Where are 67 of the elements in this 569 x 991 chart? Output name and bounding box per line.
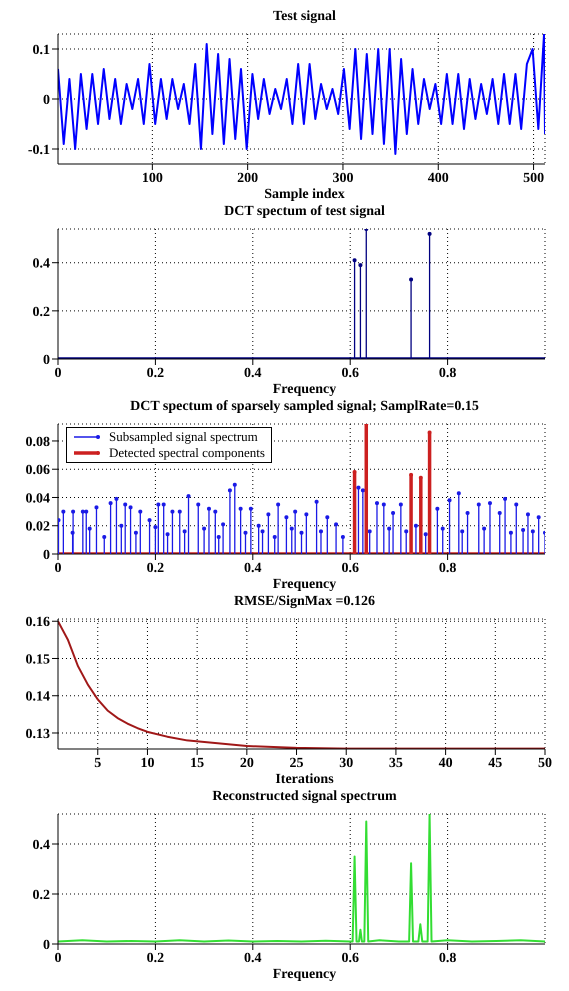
x-tick-label: 0.2	[146, 560, 164, 576]
x-tick-label: 50	[538, 756, 552, 771]
y-tick-label: -0.1	[28, 142, 50, 158]
x-tick-label: 30	[339, 756, 354, 771]
y-tick-label: 0	[43, 352, 50, 368]
x-tick-label: 35	[388, 756, 403, 771]
x-tick-label: 45	[488, 756, 502, 771]
x-tick-label: 200	[237, 170, 258, 186]
x-tick-label: 500	[523, 170, 544, 186]
y-tick-label: 0.08	[26, 434, 50, 450]
x-tick-label: 0	[54, 366, 62, 381]
chart-title: DCT spectum of sparsely sampled signal; SamplRate=0.15	[129, 398, 480, 416]
y-tick-label: 0.2	[32, 304, 50, 320]
x-tick-label: 40	[438, 756, 453, 771]
x-tick-label: 400	[428, 170, 449, 186]
x-axis-title: Frequency	[272, 381, 338, 398]
x-axis-title: Frequency	[272, 966, 338, 983]
x-tick-label: 0.6	[341, 950, 359, 966]
legend-label: Subsampled signal spectrum	[109, 429, 258, 445]
x-tick-label: 25	[290, 756, 304, 771]
y-tick-label: 0.1	[32, 42, 50, 58]
point	[418, 476, 423, 480]
y-tick-label: 0	[43, 938, 50, 953]
chart-title: Test signal	[272, 8, 337, 26]
x-tick-label: 0.6	[341, 366, 359, 381]
y-tick-label: 0.4	[32, 256, 50, 272]
y-tick-label: 0.02	[26, 520, 50, 535]
x-tick-label: 0.8	[438, 560, 456, 576]
x-tick-label: 0.4	[244, 366, 262, 381]
x-tick-label: 0.8	[438, 366, 456, 381]
y-tick-label: 0.16	[26, 615, 50, 630]
chart-title: DCT spectum of test signal	[223, 203, 386, 221]
y-tick-label: 0.13	[26, 726, 50, 742]
y-tick-label: 0.14	[26, 690, 50, 705]
x-axis-title: Frequency	[272, 576, 338, 593]
point	[428, 430, 432, 434]
legend-label: Detected spectral components	[109, 445, 265, 461]
point	[352, 258, 357, 262]
x-axis-title: Sample index	[263, 186, 346, 203]
x-tick-label: 0.2	[146, 366, 164, 381]
x-tick-label: 15	[190, 756, 204, 771]
x-tick-label: 0.6	[341, 560, 359, 576]
y-tick-label: 0.2	[32, 888, 50, 903]
y-tick-label: 0.04	[26, 491, 50, 506]
y-tick-label: 0	[43, 92, 50, 108]
point	[409, 472, 414, 477]
point	[409, 278, 414, 282]
x-tick-label: 0	[54, 560, 62, 576]
point	[358, 263, 362, 268]
y-tick-label: 0.4	[32, 838, 50, 853]
x-tick-label: 0.8	[438, 950, 456, 966]
y-tick-label: 0	[43, 548, 50, 563]
x-tick-label: 0.2	[146, 950, 164, 966]
x-axis-title: Iterations	[274, 771, 335, 788]
x-tick-label: 10	[140, 756, 154, 771]
x-tick-label: 5	[94, 756, 102, 771]
chart-title: Reconstructed signal spectrum	[211, 788, 398, 806]
x-tick-label: 100	[142, 170, 163, 186]
x-tick-label: 0.4	[244, 560, 262, 576]
x-tick-label: 20	[240, 756, 254, 771]
y-tick-label: 0.06	[26, 463, 50, 478]
x-tick-label: 0	[54, 950, 62, 966]
point	[428, 232, 432, 236]
chart-title: RMSE/SignMax =0.126	[233, 593, 376, 611]
x-tick-label: 0.4	[244, 950, 262, 966]
x-tick-label: 300	[332, 170, 354, 186]
y-tick-label: 0.15	[26, 652, 50, 668]
